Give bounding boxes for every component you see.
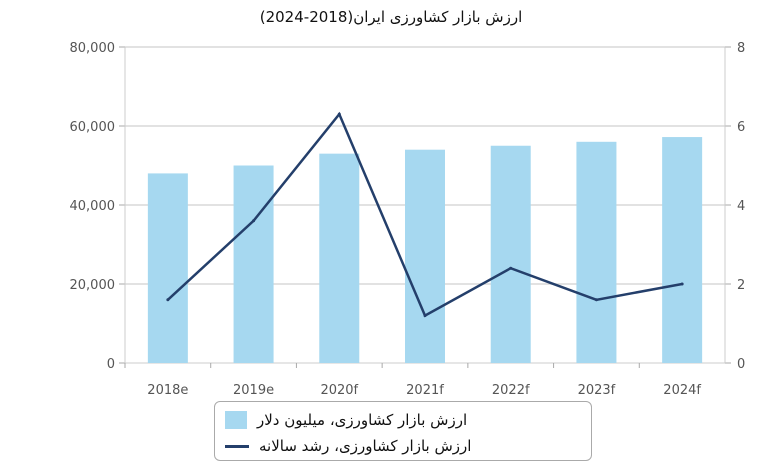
legend-label-line: ارزش بازار کشاورزی، رشد سالانه bbox=[259, 437, 472, 455]
bar bbox=[576, 141, 617, 363]
x-axis-tick-label: 2023f bbox=[578, 383, 616, 398]
line-point bbox=[337, 112, 341, 116]
left-axis-tick-label: 0 bbox=[107, 357, 115, 372]
bar bbox=[233, 165, 274, 363]
legend: ارزش بازار کشاورزی، میلیون دلار ارزش باز… bbox=[214, 401, 592, 461]
bar-series bbox=[147, 137, 703, 363]
bar bbox=[147, 173, 188, 363]
line-series bbox=[166, 111, 684, 318]
chart-title: ارزش بازار کشاورزی ایران(2018-2024) bbox=[259, 8, 523, 26]
bar bbox=[662, 137, 703, 363]
right-axis-tick-label: 0 bbox=[737, 357, 745, 372]
x-axis-tick-label: 2021f bbox=[406, 383, 444, 398]
x-axis-tick-label: 2019e bbox=[233, 383, 274, 398]
bar bbox=[490, 145, 531, 363]
line-point bbox=[252, 219, 256, 223]
tick-labels: 0 20,000 40,000 60,000 80,000 0 2 4 6 8 2018e 2019e… bbox=[70, 41, 746, 398]
bar bbox=[319, 153, 360, 363]
right-axis-tick-label: 4 bbox=[737, 199, 745, 214]
right-axis-tick-label: 2 bbox=[737, 278, 745, 293]
left-axis-tick-label: 20,000 bbox=[70, 278, 116, 293]
x-axis-tick-label: 2022f bbox=[492, 383, 530, 398]
left-axis-tick-label: 60,000 bbox=[70, 120, 116, 135]
legend-label-bar: ارزش بازار کشاورزی، میلیون دلار bbox=[257, 411, 468, 429]
right-axis-tick-label: 8 bbox=[737, 41, 745, 56]
left-axis-tick-label: 40,000 bbox=[70, 199, 116, 214]
line-point bbox=[166, 298, 170, 302]
right-axis-tick-label: 6 bbox=[737, 120, 745, 135]
legend-swatch-bar bbox=[225, 411, 247, 429]
line-point bbox=[423, 314, 427, 318]
line-point bbox=[594, 298, 598, 302]
x-axis-tick-label: 2024f bbox=[663, 383, 701, 398]
left-axis-tick-label: 80,000 bbox=[70, 41, 116, 56]
line-point bbox=[680, 282, 684, 286]
legend-item-line: ارزش بازار کشاورزی، رشد سالانه bbox=[225, 434, 581, 458]
legend-item-bar: ارزش بازار کشاورزی، میلیون دلار bbox=[225, 408, 581, 432]
x-axis-tick-label: 2020f bbox=[320, 383, 358, 398]
axes bbox=[119, 46, 731, 368]
line-point bbox=[509, 266, 513, 270]
legend-swatch-line bbox=[225, 444, 249, 448]
x-axis-tick-label: 2018e bbox=[147, 383, 188, 398]
bar bbox=[405, 149, 445, 363]
